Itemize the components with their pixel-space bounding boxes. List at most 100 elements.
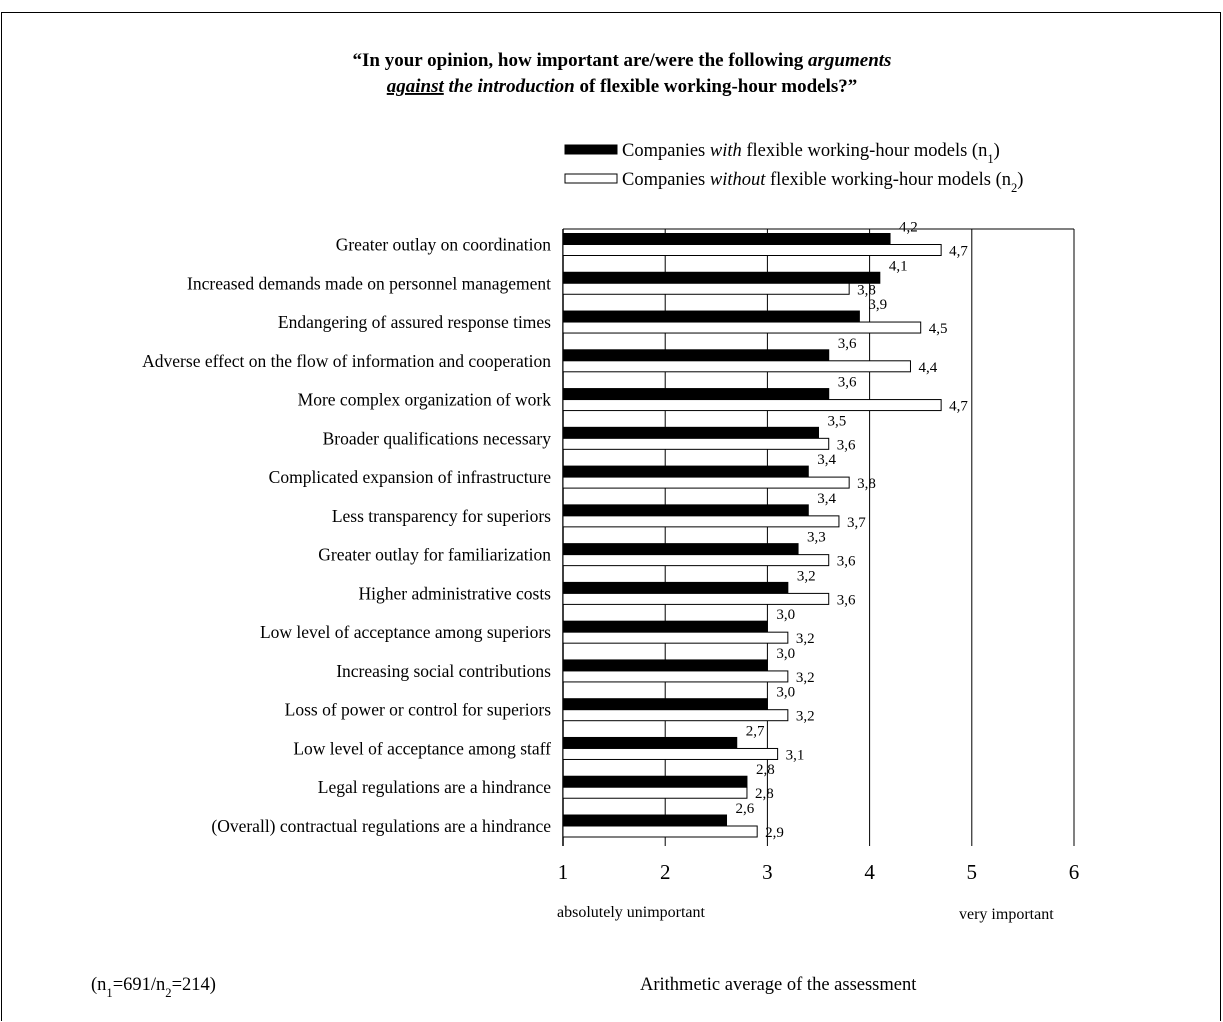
data-label-series-2: 4,4	[918, 360, 937, 376]
data-label-series-1: 3,3	[807, 530, 826, 546]
bar-series-1	[562, 814, 728, 827]
x-tick-label: 4	[864, 860, 875, 884]
data-label-series-1: 3,6	[838, 336, 857, 352]
bar-series-2	[562, 399, 942, 412]
category-label: Low level of acceptance among staff	[293, 738, 551, 758]
data-label-series-1: 4,2	[899, 220, 918, 236]
bar-series-1	[562, 543, 799, 556]
data-label-series-1: 3,5	[828, 413, 847, 429]
figure-frame	[1, 12, 1221, 1021]
bar-series-2	[562, 476, 850, 489]
bar-series-2	[562, 786, 748, 799]
legend-label-series-2-part: flexible working-hour models (n	[765, 170, 1011, 190]
data-label-series-2: 2,8	[755, 786, 774, 802]
bar-series-2	[562, 244, 942, 256]
bar-series-1	[562, 426, 819, 439]
chart-title-line-2-part: of flexible working-hour models?”	[575, 76, 858, 97]
data-label-series-1: 3,9	[868, 297, 887, 313]
chart-title-line-1-part: “In your opinion, how important are/were…	[353, 50, 809, 71]
sample-size-note-part: =691/n	[113, 975, 166, 995]
data-label-series-2: 4,5	[929, 321, 948, 337]
bar-series-1	[562, 465, 809, 478]
x-tick-label: 5	[967, 860, 978, 884]
data-label-series-2: 4,7	[949, 244, 968, 260]
bar-series-1	[562, 271, 881, 284]
bar-series-1	[562, 659, 768, 672]
legend-label-series-2: Companies without flexible working-hour …	[622, 170, 1023, 195]
legend-label-series-2-part: )	[1017, 170, 1023, 190]
sample-size-note-part: 1	[106, 986, 112, 1000]
data-label-series-2: 3,8	[857, 282, 876, 298]
data-label-series-1: 2,7	[746, 723, 765, 739]
data-label-series-2: 4,7	[949, 399, 968, 415]
scale-high-label: very important	[959, 906, 1054, 923]
data-label-series-1: 3,0	[776, 646, 795, 662]
chart-title-line-1-part: arguments	[808, 50, 891, 71]
sample-size-note-part: =214)	[172, 975, 216, 995]
bar-series-1	[562, 388, 830, 401]
data-label-series-1: 2,8	[756, 762, 775, 778]
category-label: Legal regulations are a hindrance	[318, 777, 551, 797]
category-label: Adverse effect on the flow of informatio…	[142, 351, 551, 371]
bar-series-2	[562, 825, 758, 838]
bar-series-2	[562, 360, 911, 373]
data-label-series-2: 2,9	[765, 825, 784, 841]
sample-size-note: (n1=691/n2=214)	[91, 975, 216, 1000]
category-label: Greater outlay on coordination	[336, 235, 552, 255]
data-label-series-1: 3,0	[776, 685, 795, 701]
data-label-series-2: 3,6	[837, 554, 856, 570]
bar-series-2	[562, 631, 789, 644]
x-tick-label: 3	[762, 860, 773, 884]
legend-swatch-series-2	[564, 173, 618, 184]
x-tick-label: 2	[660, 860, 671, 884]
bar-series-2	[562, 437, 830, 450]
category-label: Endangering of assured response times	[278, 312, 551, 332]
data-label-series-2: 3,6	[837, 592, 856, 608]
bar-series-1	[562, 698, 768, 711]
category-label: Loss of power or control for superiors	[285, 700, 552, 720]
legend-label-series-2-part: Companies	[622, 170, 710, 190]
data-label-series-2: 3,2	[796, 631, 815, 647]
bar-series-2	[562, 709, 789, 722]
bar-series-2	[562, 321, 922, 334]
bar-series-1	[562, 736, 738, 749]
bar-series-2	[562, 554, 830, 567]
legend-swatch-series-1	[564, 144, 618, 155]
category-label: Complicated expansion of infrastructure	[269, 467, 552, 487]
data-label-series-1: 2,6	[736, 801, 755, 817]
legend-label-series-1: Companies with flexible working-hour mod…	[622, 141, 1000, 166]
bar-series-1	[562, 349, 830, 362]
bar-series-1	[562, 233, 891, 245]
bar-series-2	[562, 747, 779, 760]
category-label: Greater outlay for familiarization	[318, 545, 551, 565]
category-label: Increasing social contributions	[336, 661, 551, 681]
data-label-series-2: 3,7	[847, 515, 866, 531]
legend-label-series-1-part: flexible working-hour models (n	[742, 141, 988, 161]
bar-series-1	[562, 504, 809, 517]
legend-label-series-1-part: Companies	[622, 141, 710, 161]
data-label-series-2: 3,2	[796, 670, 815, 686]
bar-series-1	[562, 581, 789, 594]
category-label: Less transparency for superiors	[332, 506, 551, 526]
x-tick-label: 1	[558, 860, 569, 884]
bar-series-1	[562, 620, 768, 633]
data-label-series-1: 3,4	[817, 452, 836, 468]
category-label: Low level of acceptance among superiors	[260, 622, 551, 642]
x-tick-label: 6	[1069, 860, 1080, 884]
data-label-series-2: 3,1	[786, 747, 805, 763]
data-label-series-2: 3,8	[857, 476, 876, 492]
legend-label-series-2-part: 2	[1011, 181, 1017, 195]
sample-size-note-part: (n	[91, 975, 106, 995]
legend-label-series-1-part: )	[994, 141, 1000, 161]
data-label-series-1: 3,2	[797, 568, 816, 584]
sample-size-note-part: 2	[165, 986, 171, 1000]
chart-title-line-1: “In your opinion, how important are/were…	[353, 50, 892, 71]
legend-label-series-1-part: with	[710, 141, 742, 161]
category-label: Broader qualifications necessary	[323, 428, 552, 448]
x-axis-title: Arithmetic average of the assessment	[640, 975, 917, 995]
bar-series-2	[562, 282, 850, 295]
bar-series-2	[562, 515, 840, 528]
category-label: Increased demands made on personnel mana…	[187, 273, 551, 293]
data-label-series-2: 3,2	[796, 709, 815, 725]
data-label-series-1: 3,6	[838, 375, 857, 391]
